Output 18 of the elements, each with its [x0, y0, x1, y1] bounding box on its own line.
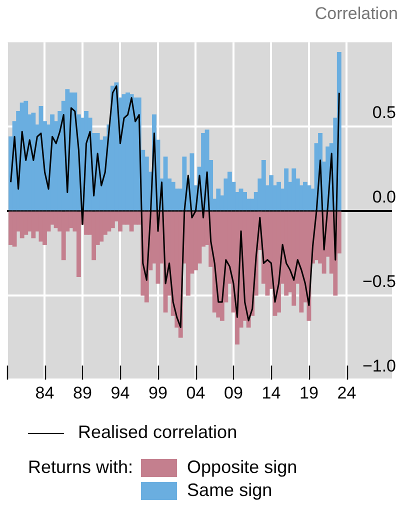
- y-tick-label: −0.5: [362, 272, 396, 291]
- y-tick-label: 0.5: [372, 103, 396, 122]
- x-tick-label: 99: [148, 383, 168, 402]
- legend-label: Same sign: [187, 480, 272, 500]
- x-tick-label: 89: [73, 383, 92, 402]
- y-axis-title: Correlation: [314, 3, 399, 25]
- legend-label: Realised correlation: [78, 422, 238, 442]
- legend-label: Opposite sign: [187, 457, 298, 477]
- x-tick-label: 04: [186, 383, 206, 402]
- x-tick-label: 19: [300, 383, 318, 402]
- x-tick-label: 24: [337, 383, 356, 402]
- x-tick-label: 84: [35, 383, 54, 402]
- y-tick-label: −1.0: [362, 356, 396, 376]
- x-tick-label: 94: [110, 383, 130, 402]
- legend-title: Returns with:: [28, 457, 134, 479]
- x-tick-label: 09: [224, 383, 243, 402]
- x-tick-label: 14: [262, 383, 281, 402]
- y-tick-label: 0.0: [372, 188, 396, 207]
